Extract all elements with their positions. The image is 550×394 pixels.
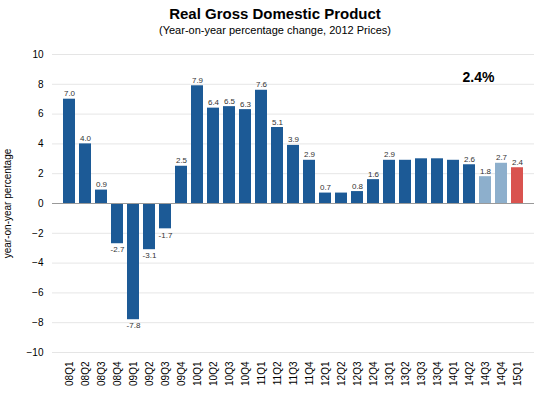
svg-text:4.0: 4.0	[80, 134, 92, 143]
svg-text:13Q4: 13Q4	[432, 361, 443, 386]
svg-text:6.3: 6.3	[240, 100, 252, 109]
svg-text:−4: −4	[32, 257, 44, 268]
svg-text:15Q1: 15Q1	[512, 361, 523, 386]
svg-text:12Q4: 12Q4	[368, 361, 379, 386]
svg-text:7.0: 7.0	[64, 89, 76, 98]
svg-text:2.4: 2.4	[512, 158, 524, 167]
svg-text:0: 0	[38, 198, 44, 209]
svg-text:−6: −6	[32, 287, 44, 298]
svg-text:14Q2: 14Q2	[464, 361, 475, 386]
svg-text:10Q3: 10Q3	[224, 361, 235, 386]
svg-text:0.7: 0.7	[320, 183, 332, 192]
svg-text:7.9: 7.9	[192, 76, 204, 85]
svg-text:12Q3: 12Q3	[352, 361, 363, 386]
svg-text:09Q2: 09Q2	[144, 361, 155, 386]
svg-text:10Q1: 10Q1	[192, 361, 203, 386]
svg-text:08Q1: 08Q1	[64, 361, 75, 386]
svg-text:09Q3: 09Q3	[160, 361, 171, 386]
svg-text:08Q2: 08Q2	[80, 361, 91, 386]
svg-text:0.8: 0.8	[352, 182, 364, 191]
svg-text:0.9: 0.9	[96, 180, 108, 189]
svg-text:−2: −2	[32, 228, 44, 239]
svg-text:08Q3: 08Q3	[96, 361, 107, 386]
svg-text:5.1: 5.1	[272, 118, 284, 127]
svg-text:09Q4: 09Q4	[176, 361, 187, 386]
svg-text:2.4%: 2.4%	[463, 69, 495, 85]
svg-text:14Q3: 14Q3	[480, 361, 491, 386]
html-text:Real Gross Domestic Product: Real Gross Domestic Product	[169, 5, 381, 22]
svg-text:6.5: 6.5	[224, 97, 236, 106]
svg-text:12Q1: 12Q1	[320, 361, 331, 386]
svg-text:11Q1: 11Q1	[256, 361, 267, 385]
svg-text:6.4: 6.4	[208, 98, 220, 107]
svg-text:2.9: 2.9	[384, 150, 396, 159]
svg-text:−8: −8	[32, 317, 44, 328]
svg-text:12Q2: 12Q2	[336, 361, 347, 386]
svg-text:7.6: 7.6	[256, 80, 268, 89]
svg-text:10: 10	[32, 49, 44, 60]
svg-text:8: 8	[38, 79, 44, 90]
svg-text:13Q3: 13Q3	[416, 361, 427, 386]
svg-text:-2.7: -2.7	[111, 245, 125, 254]
svg-text:-1.7: -1.7	[159, 231, 173, 240]
svg-text:1.6: 1.6	[368, 170, 380, 179]
svg-text:10Q4: 10Q4	[240, 361, 251, 386]
svg-text:11Q3: 11Q3	[288, 361, 299, 385]
svg-text:1.8: 1.8	[480, 167, 492, 176]
svg-text:3.9: 3.9	[288, 135, 300, 144]
svg-text:year-on-year percentage: year-on-year percentage	[2, 148, 13, 258]
svg-text:−10: −10	[27, 347, 44, 358]
svg-text:13Q2: 13Q2	[400, 361, 411, 386]
svg-text:2.9: 2.9	[304, 150, 316, 159]
svg-text:-3.1: -3.1	[143, 251, 157, 260]
svg-text:-7.8: -7.8	[127, 321, 141, 330]
svg-text:2.7: 2.7	[496, 153, 508, 162]
svg-text:11Q2: 11Q2	[272, 361, 283, 385]
html-text:(Year-on-year percentage chang: (Year-on-year percentage change, 2012 Pr…	[159, 24, 391, 36]
svg-text:14Q4: 14Q4	[496, 361, 507, 386]
svg-text:11Q4: 11Q4	[304, 361, 315, 385]
svg-text:6: 6	[38, 108, 44, 119]
svg-text:2.6: 2.6	[464, 155, 476, 164]
svg-text:14Q1: 14Q1	[448, 361, 459, 386]
svg-text:2: 2	[38, 168, 44, 179]
svg-text:08Q4: 08Q4	[112, 361, 123, 386]
svg-text:13Q1: 13Q1	[384, 361, 395, 386]
svg-text:2.5: 2.5	[176, 156, 188, 165]
svg-text:09Q1: 09Q1	[128, 361, 139, 386]
svg-text:4: 4	[38, 138, 44, 149]
svg-text:10Q2: 10Q2	[208, 361, 219, 386]
